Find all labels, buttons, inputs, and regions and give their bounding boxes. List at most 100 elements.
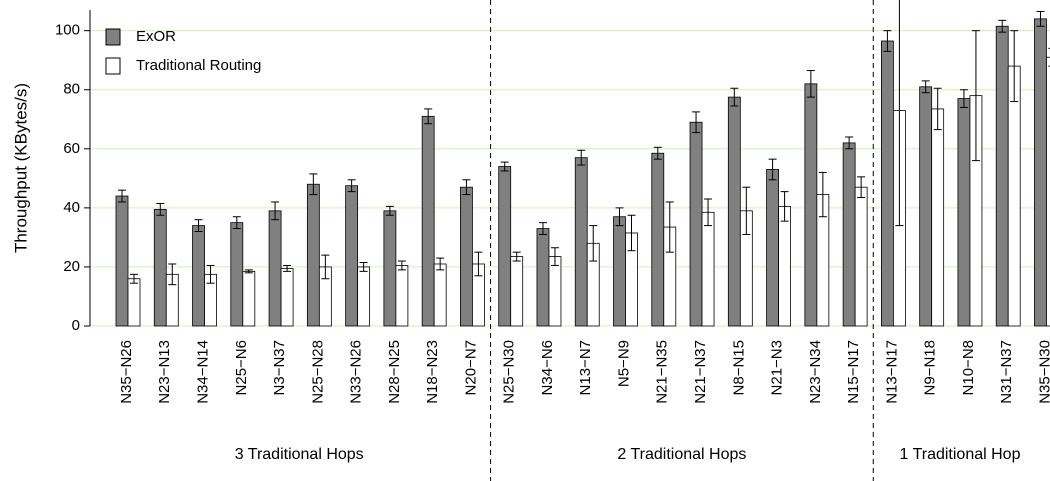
error-bar: [665, 201, 674, 253]
bar: [357, 266, 371, 327]
bar: [383, 210, 397, 327]
x-tick-label: N13−N17: [883, 340, 900, 404]
bar: [574, 157, 588, 327]
error-bar: [998, 19, 1007, 33]
error-bar: [730, 87, 739, 107]
legend-label: ExOR: [136, 28, 176, 45]
bar: [242, 270, 256, 327]
bar: [498, 166, 512, 327]
error-bar: [500, 161, 509, 172]
bar: [854, 186, 868, 327]
bar: [192, 225, 205, 327]
x-tick-label: N13−N7: [577, 340, 594, 395]
error-bar: [818, 171, 827, 218]
error-bar: [130, 273, 138, 284]
bar: [268, 210, 282, 327]
bar: [345, 185, 359, 327]
x-tick-label: N25−N6: [233, 340, 250, 395]
error-bar: [589, 225, 598, 262]
bar: [778, 205, 791, 327]
error-bar: [577, 149, 586, 166]
error-bar: [194, 219, 203, 232]
error-bar: [959, 89, 968, 108]
error-bar: [806, 70, 815, 98]
bar: [1046, 56, 1050, 327]
y-tick-label: 40: [63, 199, 80, 216]
bar: [306, 183, 320, 327]
bar: [1007, 65, 1021, 327]
x-tick-label: N28−N25: [386, 340, 403, 404]
error-bar: [283, 264, 292, 272]
x-tick-label: N25−N28: [309, 340, 326, 404]
bar: [115, 195, 129, 327]
x-tick-label: N20−N7: [462, 340, 479, 395]
x-tick-label: N34−N14: [195, 340, 212, 404]
error-bar: [921, 80, 930, 94]
error-bar: [857, 176, 866, 199]
bar: [766, 169, 779, 327]
x-tick-label: N31−N37: [998, 340, 1015, 404]
error-bar: [627, 214, 636, 252]
error-bar: [347, 179, 356, 193]
error-bar: [692, 111, 701, 134]
x-tick-label: N3−N37: [271, 340, 288, 395]
error-bar: [232, 216, 241, 230]
legend-swatch: [105, 28, 121, 46]
error-bar: [845, 136, 854, 150]
bar: [1034, 18, 1047, 327]
error-bar: [538, 222, 547, 235]
error-bar: [359, 262, 368, 272]
error-bar: [206, 264, 215, 284]
error-bar: [397, 260, 406, 271]
x-tick-label: N23−N34: [807, 340, 824, 404]
error-bar: [883, 30, 892, 52]
legend-swatch: [105, 57, 121, 75]
bar: [510, 256, 524, 327]
error-bar: [653, 146, 662, 160]
error-bar: [321, 254, 330, 280]
bar: [395, 265, 409, 327]
x-tick-label: N35−N30: [1036, 340, 1050, 404]
bar: [651, 152, 665, 327]
bar: [689, 121, 703, 327]
bar: [613, 216, 626, 327]
error-bar: [780, 191, 789, 222]
error-bar: [424, 108, 433, 125]
error-bar: [704, 198, 713, 227]
bar: [230, 222, 244, 327]
bar: [460, 186, 473, 327]
x-tick-label: N35−N26: [118, 340, 135, 404]
bar: [931, 108, 945, 327]
error-bar: [168, 263, 177, 286]
error-bar: [309, 173, 318, 196]
bar: [536, 228, 550, 327]
error-bar: [615, 207, 624, 227]
x-tick-label: N25−N30: [501, 340, 518, 404]
error-bar: [895, 0, 904, 227]
y-axis-label: Throughput (KBytes/s): [11, 83, 30, 253]
y-tick-label: 20: [63, 258, 80, 275]
x-tick-label: N18−N23: [424, 340, 441, 404]
x-tick-label: N33−N26: [348, 340, 365, 404]
error-bar: [1010, 30, 1019, 103]
bar: [995, 25, 1009, 327]
bar: [280, 268, 294, 327]
x-tick-label: N5−N9: [615, 340, 632, 387]
error-bar: [118, 189, 126, 203]
error-bar: [271, 201, 280, 221]
bar: [433, 263, 447, 327]
error-bar: [156, 202, 165, 216]
bar: [957, 98, 971, 327]
bar: [153, 208, 167, 327]
bar: [548, 256, 562, 327]
error-bar: [474, 251, 483, 277]
group-label: 2 Traditional Hops: [617, 446, 746, 463]
x-tick-label: N23−N13: [156, 340, 173, 404]
bar: [842, 142, 856, 327]
error-bar: [1036, 10, 1045, 27]
error-bar: [550, 247, 559, 266]
error-bar: [512, 251, 521, 262]
x-tick-label: N34−N6: [539, 340, 556, 395]
x-tick-label: N21−N35: [654, 340, 671, 404]
